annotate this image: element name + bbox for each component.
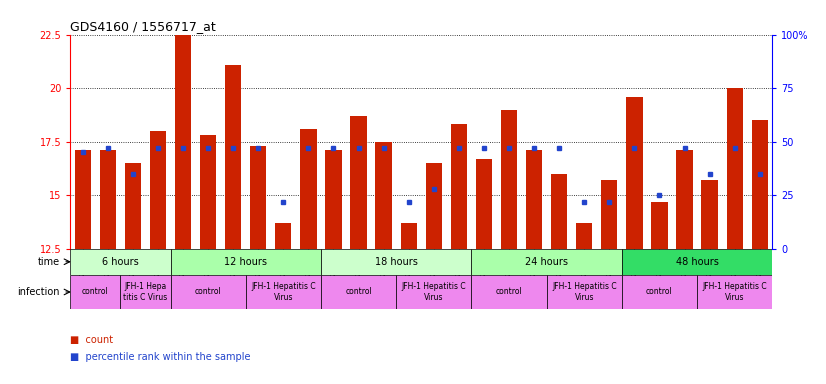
Bar — [701, 180, 718, 249]
Bar — [70, 275, 121, 309]
Bar — [321, 249, 472, 275]
Bar — [501, 109, 517, 249]
Bar — [350, 116, 367, 249]
Bar — [652, 202, 667, 249]
Bar — [200, 135, 216, 249]
Text: 12 hours: 12 hours — [224, 257, 268, 267]
Bar — [551, 174, 567, 249]
Bar — [676, 150, 693, 249]
Bar — [697, 275, 772, 309]
Bar — [622, 249, 772, 275]
Bar — [170, 249, 321, 275]
Text: JFH-1 Hepa
titis C Virus: JFH-1 Hepa titis C Virus — [123, 282, 168, 302]
Bar — [576, 223, 592, 249]
Bar — [325, 150, 342, 249]
Bar — [752, 120, 768, 249]
Bar — [125, 163, 141, 249]
Text: control: control — [646, 288, 673, 296]
Text: ■  percentile rank within the sample: ■ percentile rank within the sample — [70, 352, 251, 362]
Text: 24 hours: 24 hours — [525, 257, 568, 267]
Bar — [70, 249, 170, 275]
Bar — [150, 131, 166, 249]
Text: GDS4160 / 1556717_at: GDS4160 / 1556717_at — [70, 20, 216, 33]
Bar — [376, 142, 392, 249]
Text: JFH-1 Hepatitis C
Virus: JFH-1 Hepatitis C Virus — [401, 282, 466, 302]
Bar — [401, 223, 417, 249]
Text: control: control — [345, 288, 372, 296]
Text: 18 hours: 18 hours — [375, 257, 418, 267]
Bar — [451, 124, 467, 249]
Text: JFH-1 Hepatitis C
Virus: JFH-1 Hepatitis C Virus — [251, 282, 316, 302]
Text: control: control — [195, 288, 221, 296]
Text: JFH-1 Hepatitis C
Virus: JFH-1 Hepatitis C Virus — [552, 282, 616, 302]
Bar — [547, 275, 622, 309]
Text: 6 hours: 6 hours — [102, 257, 139, 267]
Bar — [321, 275, 396, 309]
Bar — [626, 97, 643, 249]
Text: time: time — [37, 257, 59, 267]
Bar — [622, 275, 697, 309]
Bar — [526, 150, 542, 249]
Bar — [246, 275, 321, 309]
Bar — [250, 146, 267, 249]
Bar — [225, 65, 241, 249]
Text: control: control — [82, 288, 109, 296]
Bar — [100, 150, 116, 249]
Bar — [121, 275, 170, 309]
Text: ■  count: ■ count — [70, 335, 113, 345]
Bar — [175, 35, 191, 249]
Bar — [301, 129, 316, 249]
Bar — [472, 249, 622, 275]
Bar — [601, 180, 618, 249]
Text: JFH-1 Hepatitis C
Virus: JFH-1 Hepatitis C Virus — [702, 282, 767, 302]
Bar — [170, 275, 246, 309]
Bar — [74, 150, 91, 249]
Bar — [476, 159, 492, 249]
Text: control: control — [496, 288, 522, 296]
Bar — [727, 88, 743, 249]
Text: infection: infection — [17, 287, 59, 297]
Bar — [396, 275, 472, 309]
Text: 48 hours: 48 hours — [676, 257, 719, 267]
Bar — [472, 275, 547, 309]
Bar — [425, 163, 442, 249]
Bar — [275, 223, 292, 249]
